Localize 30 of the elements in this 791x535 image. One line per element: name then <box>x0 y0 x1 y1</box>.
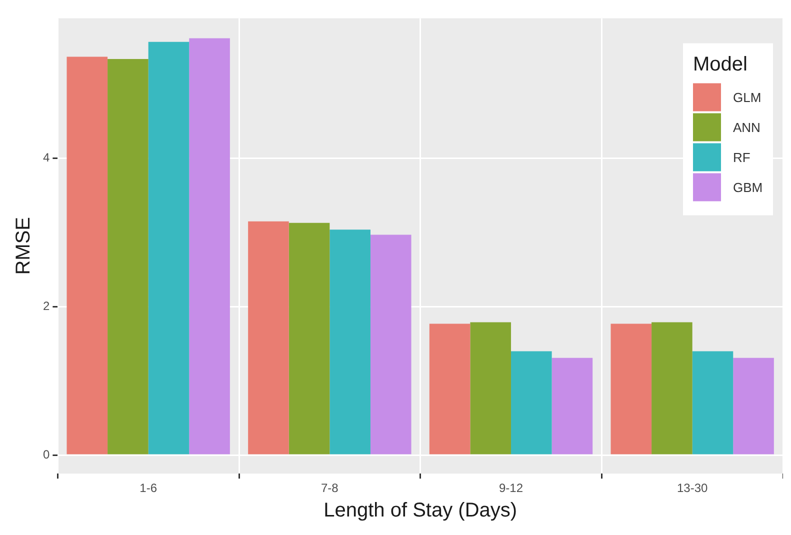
legend-label: GBM <box>733 180 763 195</box>
bar <box>370 234 412 454</box>
legend-title: Model <box>693 54 748 76</box>
y-axis-title: RMSE <box>12 217 35 275</box>
bar <box>66 56 108 454</box>
legend-label: GLM <box>733 90 762 105</box>
bar <box>511 351 552 454</box>
x-tick-label: 1-6 <box>140 481 158 496</box>
bar <box>692 351 734 454</box>
x-tick-label: 7-8 <box>321 481 339 496</box>
x-axis-title: Length of Stay (Days) <box>324 500 518 522</box>
y-tick-label: 0 <box>42 447 50 462</box>
bar <box>330 230 370 454</box>
x-tick-label: 13-30 <box>676 481 708 496</box>
bar <box>288 222 330 454</box>
bar <box>652 322 692 454</box>
bar <box>552 358 593 454</box>
bar <box>248 221 289 454</box>
y-tick-label: 4 <box>42 150 50 165</box>
bar <box>429 324 470 454</box>
bar <box>470 322 512 454</box>
x-tick-label: 9-12 <box>498 481 524 496</box>
bar <box>610 324 652 454</box>
legend-label: RF <box>733 150 750 165</box>
bar <box>148 42 190 454</box>
bar <box>189 38 230 454</box>
y-tick-label: 2 <box>42 299 50 314</box>
legend-label: ANN <box>733 120 760 135</box>
bar <box>108 58 148 454</box>
bar <box>733 358 774 454</box>
